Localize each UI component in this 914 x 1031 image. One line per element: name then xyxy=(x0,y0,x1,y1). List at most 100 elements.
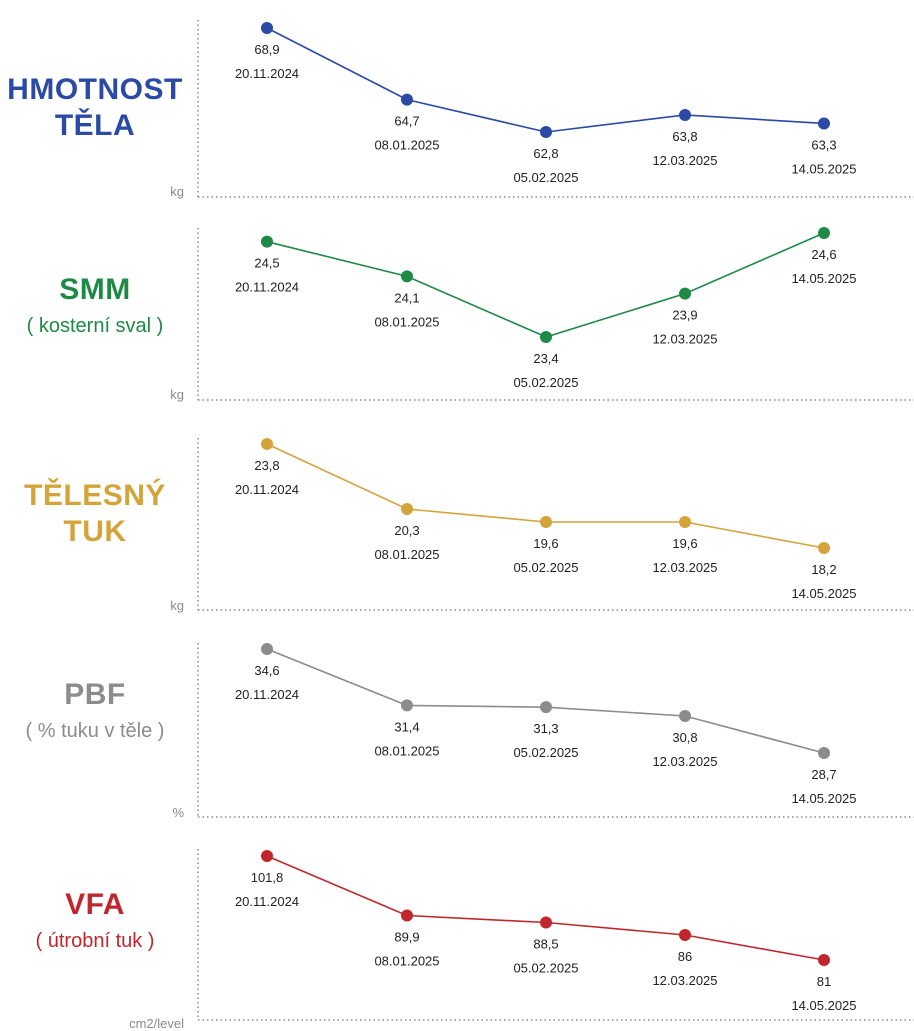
data-point xyxy=(401,503,413,515)
data-label: 23,8 xyxy=(254,458,279,473)
x-tick-label: 05.02.2025 xyxy=(513,745,578,760)
x-tick-label: 14.05.2025 xyxy=(791,791,856,806)
x-tick-label: 20.11.2024 xyxy=(235,280,299,295)
data-point xyxy=(401,93,413,106)
data-point xyxy=(540,516,552,528)
data-point xyxy=(818,227,830,239)
line-chart-smm: 24,5 20.11.2024 24,1 08.01.2025 23,4 05.02.20… xyxy=(197,227,914,401)
x-tick-label: 14.05.2025 xyxy=(791,271,856,286)
chart-title: SMM xyxy=(59,273,131,306)
x-tick-label: 20.11.2024 xyxy=(235,66,299,81)
data-point xyxy=(679,108,691,121)
x-tick-label: 05.02.2025 xyxy=(513,375,578,390)
chart-panel-weight: HMOTNOST TĚLA kg 68,9 20.11.2024 64,7 08.01… xyxy=(0,0,914,205)
x-tick-label: 12.03.2025 xyxy=(652,754,717,769)
data-point xyxy=(679,709,691,722)
chart-title: VFA xyxy=(65,888,125,921)
data-label: 86 xyxy=(678,949,692,964)
data-label: 31,3 xyxy=(533,721,558,736)
data-label: 23,4 xyxy=(533,351,558,366)
data-point xyxy=(261,850,273,862)
data-label: 24,5 xyxy=(254,256,279,271)
chart-title-block: HMOTNOST TĚLA xyxy=(0,72,190,144)
chart-panel-vfa: VFA ( útrobní tuk ) cm2/level 101,8 20.11… xyxy=(0,835,914,1031)
data-label: 30,8 xyxy=(672,730,697,745)
line-chart-vfa: 101,8 20.11.2024 89,9 08.01.2025 88,5 05.02.2… xyxy=(197,849,914,1021)
data-label: 24,1 xyxy=(394,290,419,305)
chart-title-block: TĚLESNÝ TUK xyxy=(0,478,190,550)
data-point xyxy=(818,542,830,554)
data-point xyxy=(540,701,552,714)
series-line xyxy=(266,648,825,754)
series-line xyxy=(266,232,825,338)
data-point xyxy=(261,643,273,655)
x-tick-label: 05.02.2025 xyxy=(513,961,578,976)
y-unit-label: kg xyxy=(170,598,184,613)
data-label: 68,9 xyxy=(254,42,279,57)
data-point xyxy=(818,747,830,759)
data-label: 23,9 xyxy=(672,308,697,323)
x-tick-label: 20.11.2024 xyxy=(235,482,299,497)
data-point xyxy=(540,126,552,138)
chart-subtitle: ( kosterní sval ) xyxy=(26,315,164,337)
chart-panel-smm: SMM ( kosterní sval ) kg 24,5 20.11.2024 2… xyxy=(0,210,914,410)
data-label: 63,3 xyxy=(811,137,836,152)
x-tick-label: 20.11.2024 xyxy=(235,687,299,702)
data-point xyxy=(401,909,413,922)
data-label: 34,6 xyxy=(254,663,279,678)
y-unit-label: % xyxy=(172,805,184,820)
data-label: 18,2 xyxy=(811,562,836,577)
x-tick-label: 08.01.2025 xyxy=(374,954,439,969)
x-tick-label: 08.01.2025 xyxy=(374,547,439,562)
x-tick-label: 14.05.2025 xyxy=(791,161,856,176)
chart-panel-pbf: PBF ( % tuku v těle ) % 34,6 20.11.2024 31… xyxy=(0,625,914,825)
chart-title-block: PBF ( % tuku v těle ) xyxy=(0,677,190,745)
y-unit-label: kg xyxy=(170,184,184,199)
data-label: 89,9 xyxy=(394,930,419,945)
data-label: 19,6 xyxy=(672,536,697,551)
data-label: 101,8 xyxy=(251,870,284,885)
data-label: 62,8 xyxy=(533,146,558,161)
data-point xyxy=(261,438,273,450)
x-tick-label: 08.01.2025 xyxy=(374,138,439,153)
data-point xyxy=(818,117,830,130)
data-point xyxy=(401,270,413,283)
data-label: 81 xyxy=(817,974,831,989)
chart-subtitle: ( útrobní tuk ) xyxy=(35,930,155,952)
data-point xyxy=(261,235,273,248)
x-tick-label: 08.01.2025 xyxy=(374,314,439,329)
chart-title-block: VFA ( útrobní tuk ) xyxy=(0,887,190,955)
data-point xyxy=(818,954,830,966)
chart-subtitle: ( % tuku v těle ) xyxy=(25,720,165,742)
x-tick-label: 08.01.2025 xyxy=(374,743,439,758)
line-chart-pbf: 34,6 20.11.2024 31,4 08.01.2025 31,3 05.02.20… xyxy=(197,643,914,818)
chart-title: PBF xyxy=(64,678,126,711)
y-unit-label: kg xyxy=(170,387,184,402)
data-point xyxy=(540,916,552,929)
chart-title: TĚLESNÝ TUK xyxy=(24,479,166,548)
x-tick-label: 20.11.2024 xyxy=(235,894,299,909)
x-tick-label: 14.05.2025 xyxy=(791,998,856,1013)
data-point xyxy=(401,699,413,712)
chart-panel-body-fat: TĚLESNÝ TUK kg 23,8 20.11.2024 20,3 08.01.2… xyxy=(0,420,914,620)
x-tick-label: 12.03.2025 xyxy=(652,153,717,168)
data-label: 20,3 xyxy=(394,523,419,538)
data-point xyxy=(679,287,691,300)
line-chart-weight: 68,9 20.11.2024 64,7 08.01.2025 62,8 05.02.20… xyxy=(197,20,914,198)
x-tick-label: 14.05.2025 xyxy=(791,586,856,601)
data-point xyxy=(540,331,552,343)
x-tick-label: 12.03.2025 xyxy=(652,332,717,347)
data-label: 88,5 xyxy=(533,937,558,952)
data-label: 24,6 xyxy=(811,247,836,262)
x-tick-label: 12.03.2025 xyxy=(652,973,717,988)
series-line xyxy=(266,443,825,549)
line-chart-body-fat: 23,8 20.11.2024 20,3 08.01.2025 19,6 05.02.20… xyxy=(197,438,914,611)
data-label: 28,7 xyxy=(811,767,836,782)
chart-title: HMOTNOST TĚLA xyxy=(7,73,183,142)
series-line xyxy=(266,27,825,133)
x-tick-label: 05.02.2025 xyxy=(513,170,578,185)
data-label: 19,6 xyxy=(533,536,558,551)
chart-title-block: SMM ( kosterní sval ) xyxy=(0,272,190,340)
data-point xyxy=(679,516,691,528)
x-tick-label: 12.03.2025 xyxy=(652,560,717,575)
